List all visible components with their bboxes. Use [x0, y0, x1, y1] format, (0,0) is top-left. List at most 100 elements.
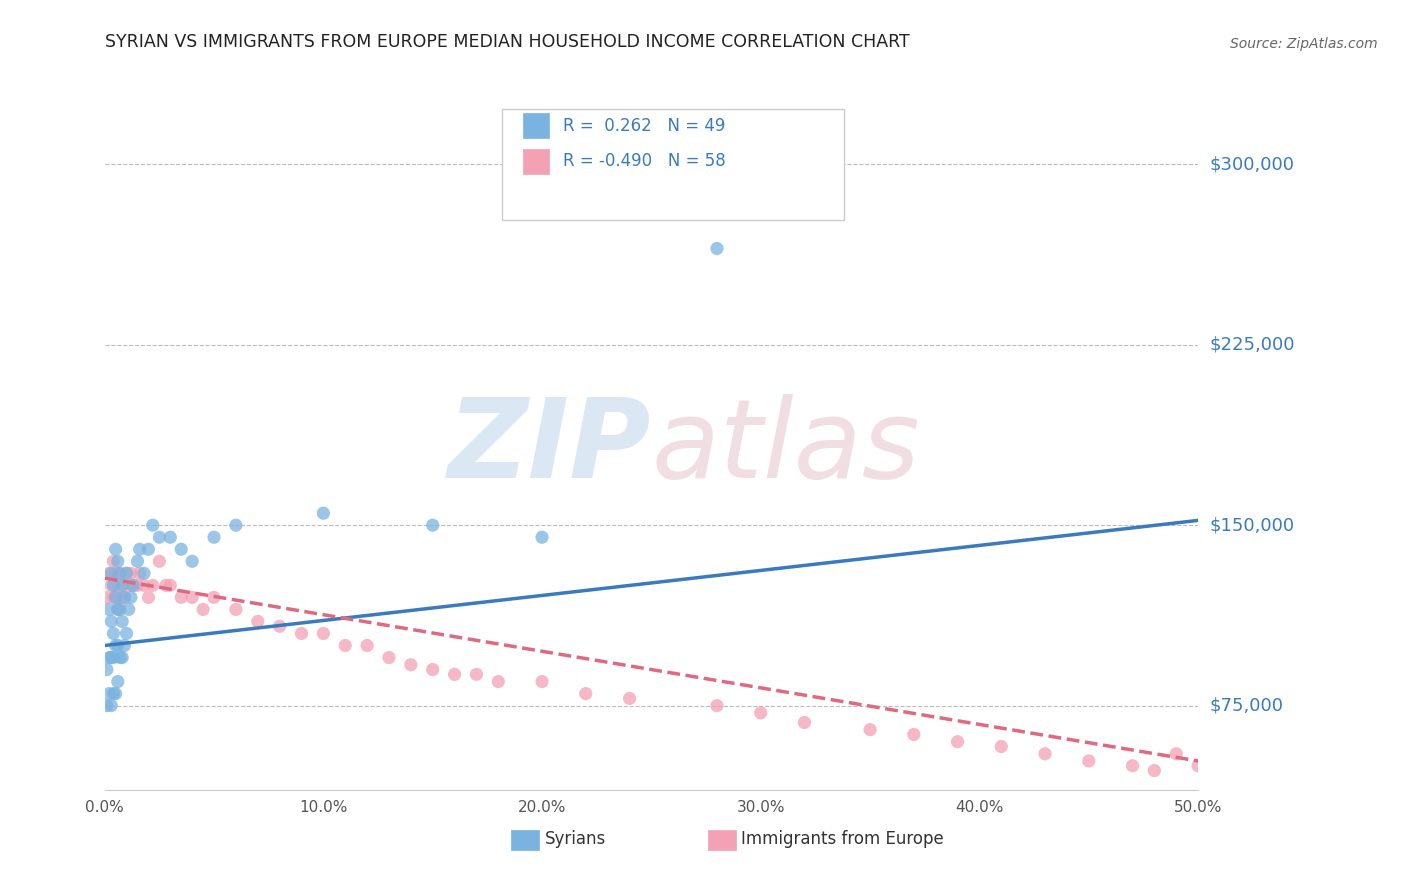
- Point: [103, 687, 125, 701]
- Point: [98, 602, 121, 616]
- Point: [96, 698, 118, 713]
- Point: [104, 639, 127, 653]
- Text: Source: ZipAtlas.com: Source: ZipAtlas.com: [1230, 37, 1378, 51]
- Point: [107, 674, 129, 689]
- Point: [107, 602, 129, 616]
- Point: [122, 578, 145, 592]
- Point: [990, 739, 1012, 754]
- Point: [100, 566, 122, 581]
- Point: [443, 667, 465, 681]
- Point: [148, 530, 170, 544]
- Point: [122, 578, 145, 592]
- Point: [107, 639, 129, 653]
- Text: $225,000: $225,000: [1209, 335, 1295, 354]
- Point: [181, 591, 204, 605]
- Point: [120, 591, 142, 605]
- Text: Immigrants from Europe: Immigrants from Europe: [741, 830, 943, 848]
- Point: [132, 578, 155, 592]
- Point: [107, 578, 129, 592]
- Point: [465, 667, 488, 681]
- Point: [170, 591, 193, 605]
- Point: [98, 650, 121, 665]
- Point: [100, 650, 122, 665]
- Point: [706, 698, 728, 713]
- Point: [103, 591, 125, 605]
- Point: [706, 242, 728, 256]
- Point: [356, 639, 378, 653]
- Point: [225, 518, 247, 533]
- Point: [100, 615, 122, 629]
- Point: [138, 542, 160, 557]
- Point: [107, 602, 129, 616]
- Point: [181, 554, 204, 568]
- Point: [118, 602, 141, 616]
- Point: [111, 578, 134, 592]
- Text: $150,000: $150,000: [1209, 516, 1295, 534]
- Point: [104, 591, 127, 605]
- Point: [531, 530, 554, 544]
- Point: [1187, 758, 1209, 772]
- Point: [115, 626, 138, 640]
- Point: [107, 554, 129, 568]
- Point: [108, 650, 131, 665]
- Point: [246, 615, 269, 629]
- Point: [399, 657, 422, 672]
- Point: [531, 674, 554, 689]
- Point: [104, 542, 127, 557]
- Text: R =  0.262   N = 49: R = 0.262 N = 49: [562, 117, 725, 135]
- Text: R = -0.490   N = 58: R = -0.490 N = 58: [562, 153, 725, 170]
- Point: [98, 687, 121, 701]
- Point: [128, 542, 150, 557]
- Point: [108, 591, 131, 605]
- Point: [104, 591, 127, 605]
- Text: Syrians: Syrians: [544, 830, 606, 848]
- Point: [142, 578, 165, 592]
- Point: [170, 542, 193, 557]
- Point: [946, 735, 969, 749]
- Point: [269, 619, 291, 633]
- Point: [422, 663, 444, 677]
- Point: [108, 566, 131, 581]
- Point: [128, 566, 150, 581]
- Point: [155, 578, 177, 592]
- Point: [103, 626, 125, 640]
- Point: [159, 578, 181, 592]
- Point: [103, 554, 125, 568]
- Point: [112, 591, 135, 605]
- Point: [111, 615, 134, 629]
- Point: [100, 578, 122, 592]
- Point: [98, 566, 121, 581]
- Point: [96, 591, 118, 605]
- Text: ZIP: ZIP: [449, 393, 651, 500]
- Point: [312, 626, 335, 640]
- Point: [191, 602, 214, 616]
- Point: [103, 650, 125, 665]
- Point: [100, 698, 122, 713]
- Text: $75,000: $75,000: [1209, 697, 1284, 714]
- Point: [903, 727, 925, 741]
- Point: [575, 687, 598, 701]
- Point: [112, 591, 135, 605]
- Point: [115, 566, 138, 581]
- Point: [1166, 747, 1188, 761]
- Point: [127, 554, 149, 568]
- Point: [142, 518, 165, 533]
- Point: [103, 578, 125, 592]
- Point: [111, 578, 134, 592]
- Point: [422, 518, 444, 533]
- Point: [378, 650, 401, 665]
- Point: [225, 602, 247, 616]
- Point: [290, 626, 312, 640]
- Point: [619, 691, 641, 706]
- Point: [112, 639, 135, 653]
- Point: [108, 566, 131, 581]
- Point: [115, 566, 138, 581]
- Point: [120, 566, 142, 581]
- Point: [1143, 764, 1166, 778]
- Text: $300,000: $300,000: [1209, 155, 1294, 173]
- Point: [1121, 758, 1143, 772]
- Point: [1033, 747, 1056, 761]
- Point: [793, 715, 815, 730]
- Point: [118, 578, 141, 592]
- Point: [138, 591, 160, 605]
